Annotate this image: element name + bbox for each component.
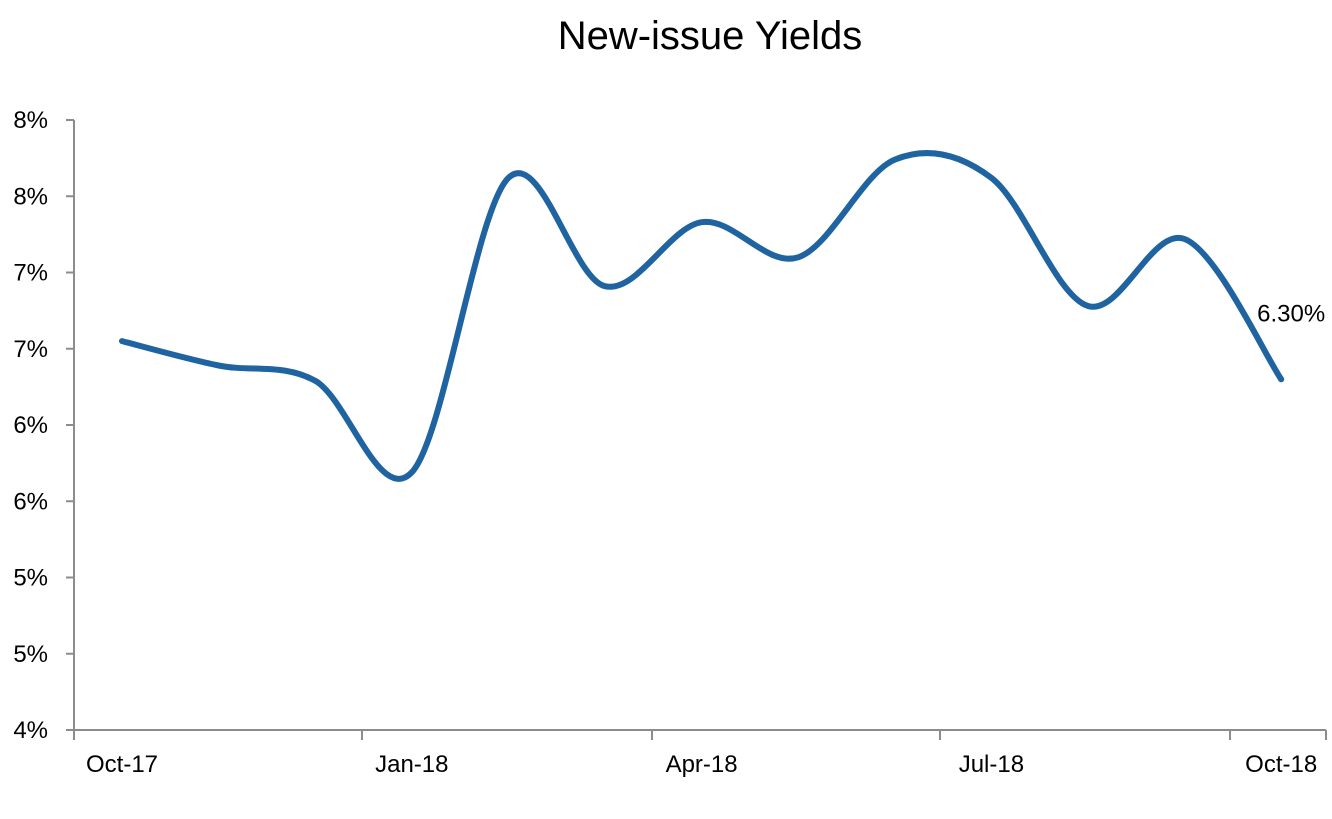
label-layer: 6.30% [1257,300,1325,327]
y-tick-label: 8% [13,107,48,134]
y-tick-label: 5% [13,565,48,592]
data-point [795,254,801,260]
x-tick-label: Oct-17 [86,751,158,778]
data-point [409,469,415,475]
y-tick-label: 6% [13,412,48,439]
y-tick-label: 6% [13,488,48,515]
series-line [119,150,1285,482]
x-tick-label: Jul-18 [959,751,1024,778]
x-tick-label: Jan-18 [375,751,448,778]
series-layer [119,150,1285,482]
data-point [699,219,705,225]
y-tick-label: 8% [13,183,48,210]
x-tick-label: Oct-18 [1245,751,1317,778]
data-point [216,363,222,369]
y-tick-label: 7% [13,336,48,363]
axes: 4% 5% 5% 6% 6% 7% 7% 8% 8% Oct-17 Jan-18 Apr-18 Jul-… [13,107,1327,778]
data-point [1278,376,1284,382]
chart-title: New-issue Yields [557,14,863,58]
x-tick-label: Apr-18 [666,751,738,778]
y-tick-label: 5% [13,641,48,668]
data-point [1182,236,1188,242]
data-label: 6.30% [1257,300,1325,327]
data-point [602,283,608,289]
data-point [1085,303,1091,309]
data-point [988,175,994,181]
y-tick-label: 4% [13,717,48,744]
data-point [505,175,511,181]
data-point [892,157,898,163]
data-point [312,378,318,384]
data-point [119,338,125,344]
y-tick-label: 7% [13,260,48,287]
